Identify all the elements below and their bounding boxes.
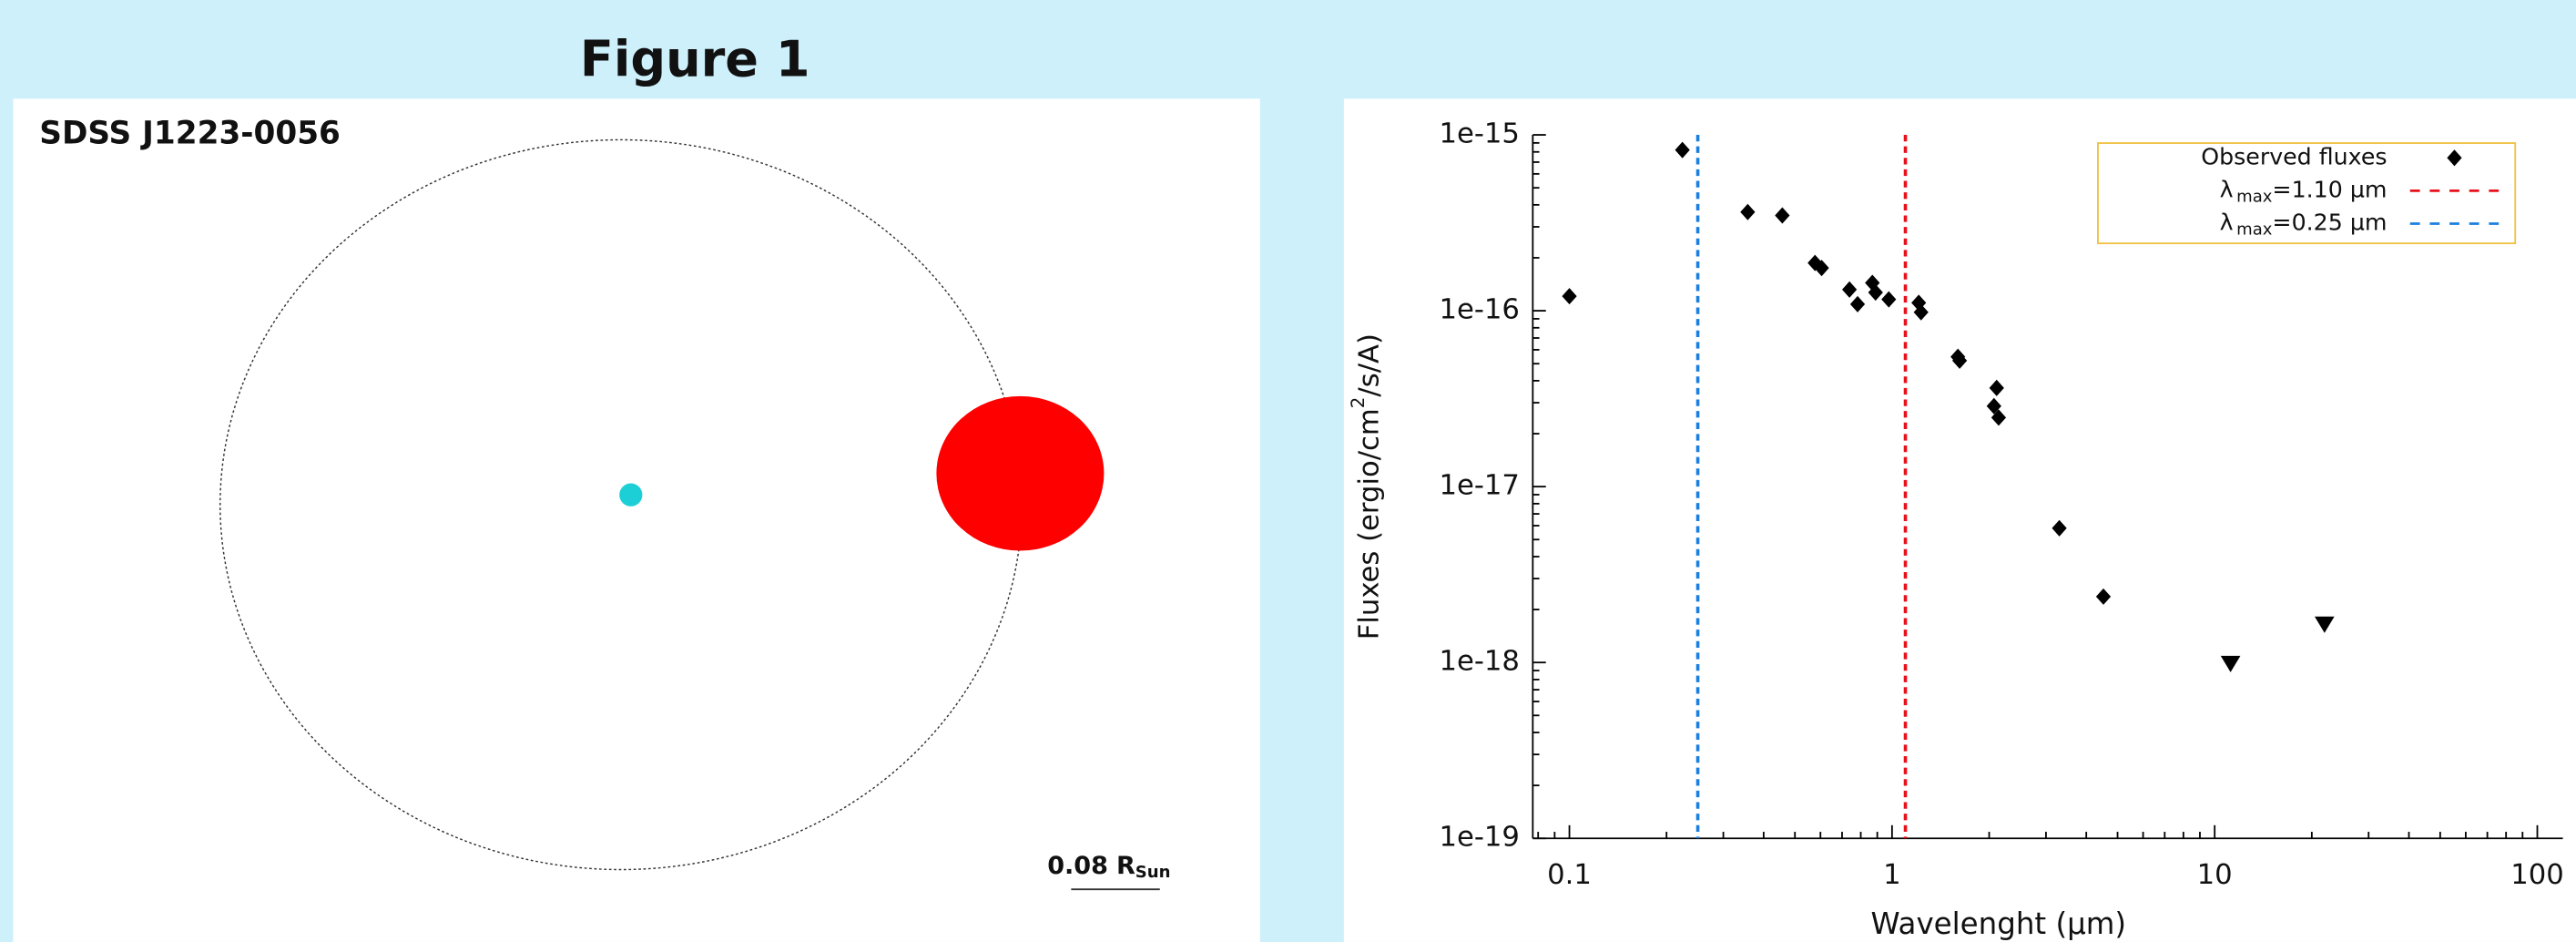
y-tick-label: 1e-17 — [1439, 470, 1519, 502]
y-axis-label: Fluxes (ergio/cm2/s/A) — [1348, 333, 1386, 640]
scale-sub: Sun — [1135, 863, 1171, 882]
y-tick-label: 1e-19 — [1439, 822, 1519, 854]
y-label-sup: 2 — [1348, 397, 1369, 409]
page: {"figure_title":"Figure 1", "chart_data"… — [0, 0, 2576, 942]
legend-symbol: λ — [2220, 176, 2234, 202]
legend-sub: max — [2236, 220, 2273, 240]
y-tick-label: 1e-15 — [1439, 118, 1519, 150]
x-tick-label: 100 — [2510, 859, 2564, 891]
x-tick-label: 0.1 — [1547, 859, 1592, 891]
panel-title: SDSS J1223-0056 — [39, 116, 341, 152]
x-tick-label: 10 — [2197, 859, 2233, 891]
legend-label: Observed fluxes — [2201, 143, 2387, 169]
y-tick-label: 1e-18 — [1439, 646, 1519, 678]
y-label-rest: /s/A) — [1353, 333, 1385, 397]
figure-title: Figure 1 — [580, 30, 810, 87]
scale-value: 0.08 — [1047, 851, 1108, 879]
legend-sub: max — [2236, 188, 2273, 207]
x-tick-label: 1 — [1883, 859, 1901, 891]
figure: Figure 1 SDSS J1223-0056 0.08 RSun 0.1 1 10 10… — [0, 0, 2576, 942]
legend-symbol: λ — [2220, 209, 2234, 235]
x-axis-label: Wavelenght (µm) — [1871, 906, 2127, 941]
companion — [936, 396, 1104, 551]
scale-unit: R — [1116, 851, 1135, 879]
legend-text: =0.25 µm — [2272, 209, 2387, 235]
y-label-main: Fluxes (ergio/cm — [1353, 408, 1385, 640]
white-dwarf — [619, 484, 642, 507]
y-tick-label: 1e-16 — [1439, 294, 1519, 326]
legend-text: =1.10 µm — [2272, 176, 2387, 202]
